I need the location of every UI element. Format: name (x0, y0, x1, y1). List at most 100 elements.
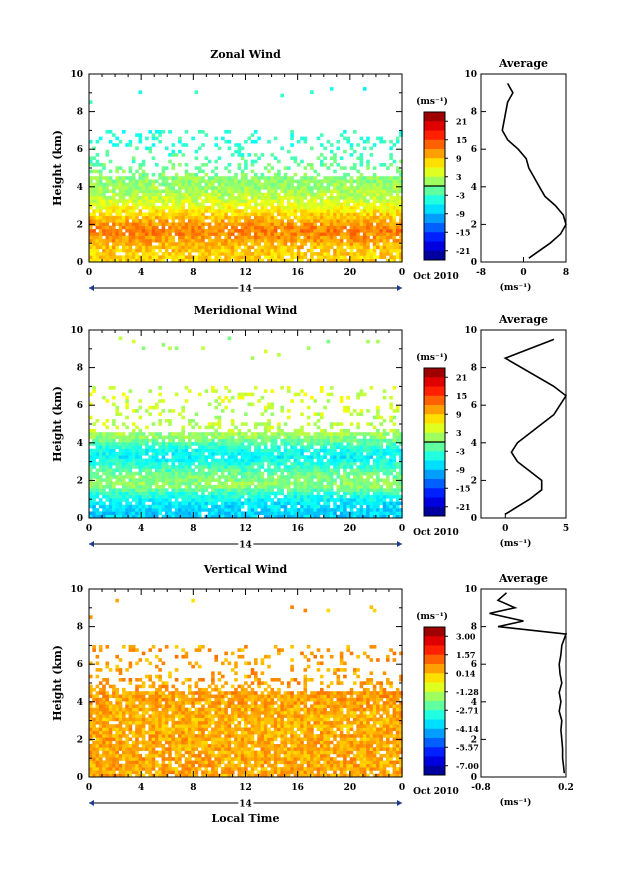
heatmap-cell (303, 186, 308, 190)
heatmap-cell (188, 212, 192, 217)
heatmap-cell (303, 182, 308, 187)
heatmap-cell (263, 222, 268, 226)
heatmap-cell (267, 425, 271, 430)
heatmap-cell (339, 475, 344, 479)
heatmap-cell (217, 179, 222, 184)
heatmap-cell (184, 199, 189, 203)
heatmap-cell (303, 222, 308, 226)
heatmap-cell (188, 478, 192, 482)
heatmap-cell (359, 508, 364, 512)
heatmap-cell (303, 225, 308, 230)
heatmap-cell (389, 508, 393, 512)
heatmap-cell (188, 215, 192, 220)
heatmap-cell (283, 222, 288, 226)
heatmap-cell (290, 196, 294, 200)
heatmap-cell (336, 435, 341, 440)
heatmap-cell (300, 182, 304, 187)
heatmap-cell (320, 179, 324, 184)
heatmap-cell (138, 488, 143, 492)
heatmap-cell (290, 504, 294, 509)
heatmap-cell (372, 212, 377, 217)
heatmap-cell (105, 235, 110, 240)
heatmap-cell (158, 245, 162, 250)
heatmap-cell (267, 471, 271, 476)
heatmap-cell (392, 245, 397, 250)
heatmap-cell (115, 199, 119, 203)
heatmap-cell (353, 192, 357, 197)
heatmap-cell (178, 491, 182, 496)
heatmap-cell (382, 232, 387, 236)
heatmap-cell (376, 465, 380, 469)
heatmap-cell (197, 255, 202, 259)
heatmap-cell (112, 481, 116, 486)
heatmap-cell (310, 491, 314, 496)
heatmap-cell (382, 458, 387, 463)
heatmap-cell (151, 461, 156, 466)
heatmap-cell (188, 504, 192, 509)
heatmap-cell (296, 205, 301, 210)
heatmap-cell (296, 514, 301, 519)
heatmap-cell (290, 465, 294, 469)
heatmap-cell (250, 176, 255, 180)
heatmap-cell (112, 458, 116, 463)
heatmap-cell (128, 494, 133, 499)
heatmap-cell (161, 471, 166, 476)
heatmap-cell (316, 425, 321, 430)
heatmap-cell (386, 205, 390, 210)
heatmap-cell (293, 186, 298, 190)
heatmap-cell (362, 229, 367, 233)
heatmap-cell (201, 475, 205, 479)
heatmap-cell (237, 192, 242, 197)
heatmap-cell (197, 445, 202, 449)
heatmap-cell (320, 219, 324, 223)
heatmap-cell (194, 248, 199, 253)
heatmap-cell (306, 438, 311, 443)
heatmap-cell (118, 432, 123, 436)
heatmap-cell (191, 455, 195, 459)
heatmap-cell (135, 252, 139, 256)
heatmap-cell (359, 179, 364, 184)
heatmap-cell (254, 445, 258, 449)
heatmap-cell (356, 219, 360, 223)
heatmap-cell (300, 425, 304, 430)
heatmap-cell (158, 458, 162, 463)
heatmap-cell (263, 504, 268, 509)
heatmap-cell (164, 461, 169, 466)
heatmap-cell (293, 235, 298, 240)
heatmap-cell (138, 202, 143, 207)
heatmap-cell (122, 491, 126, 496)
heatmap-cell (320, 196, 324, 200)
heatmap-cell (201, 485, 205, 489)
heatmap-cell (171, 438, 176, 443)
heatmap-cell (138, 90, 143, 94)
panel-title: Zonal Wind (210, 48, 281, 61)
heatmap-cell (343, 448, 347, 453)
heatmap-cell (95, 169, 100, 174)
heatmap-cell (382, 212, 387, 217)
day-label: 14 (239, 285, 252, 295)
heatmap-cell (95, 491, 100, 496)
heatmap-cell (201, 501, 205, 506)
heatmap-cell (234, 468, 238, 473)
heatmap-cell (125, 245, 129, 250)
heatmap-cell (105, 149, 110, 154)
heatmap-cell (316, 458, 321, 463)
heatmap-cell (148, 448, 152, 453)
heatmap-cell (197, 182, 202, 187)
heatmap-cell (118, 179, 123, 184)
heatmap-cell (164, 465, 169, 469)
heatmap-cell (227, 235, 232, 240)
heatmap-cell (98, 245, 103, 250)
heatmap-cell (122, 248, 126, 253)
heatmap-cell (316, 452, 321, 456)
heatmap-cell (102, 445, 106, 449)
avg-y-tick-label: 2 (471, 220, 477, 230)
heatmap-cell (382, 465, 387, 469)
heatmap-cell (290, 229, 294, 233)
heatmap-cell (306, 511, 311, 515)
heatmap-cell (267, 481, 271, 486)
heatmap-cell (316, 478, 321, 482)
heatmap-cell (392, 176, 397, 180)
heatmap-cell (382, 186, 387, 190)
